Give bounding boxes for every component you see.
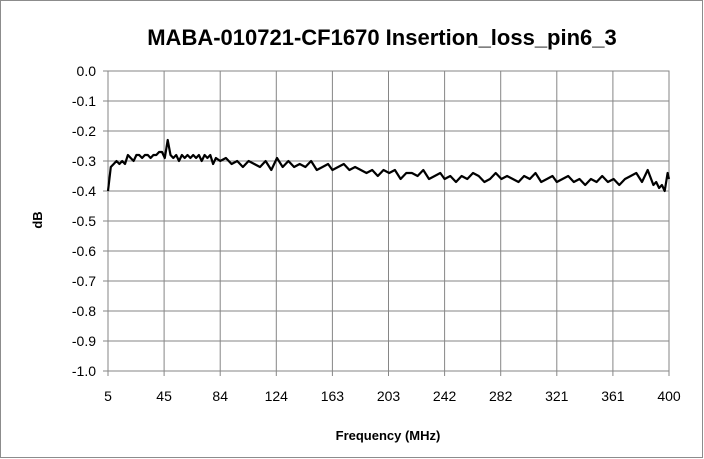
y-tick-label: -0.9 [72, 333, 96, 349]
x-tick-label: 84 [212, 388, 228, 404]
y-tick-label: -0.8 [72, 303, 96, 319]
x-tick-label: 124 [265, 388, 289, 404]
y-tick-label: 0.0 [77, 63, 97, 79]
x-tick-label: 282 [489, 388, 513, 404]
x-tick-label: 321 [545, 388, 569, 404]
x-tick-label: 400 [657, 388, 681, 404]
y-tick-label: -0.2 [72, 123, 96, 139]
x-tick-label: 242 [433, 388, 457, 404]
y-tick-label: -0.4 [72, 183, 96, 199]
x-tick-label: 45 [156, 388, 172, 404]
x-tick-label: 361 [601, 388, 625, 404]
y-axis-ticks: 0.0 -0.1 -0.2 -0.3 -0.4 -0.5 -0.6 -0.7 -0.8 -0.9 -… [72, 63, 96, 379]
x-tick-label: 203 [377, 388, 401, 404]
series-layer [106, 138, 671, 193]
y-axis-title: dB [30, 211, 45, 228]
y-tick-label: -0.7 [72, 273, 96, 289]
x-axis-title: Frequency (MHz) [336, 428, 441, 443]
gridlines [103, 70, 670, 376]
x-axis-ticks: 5 45 84 124 163 203 242 282 321 361 400 [104, 388, 681, 404]
plot-area-border [107, 70, 670, 372]
series-line [106, 138, 671, 193]
y-tick-label: -0.1 [72, 93, 96, 109]
chart-title: MABA-010721-CF1670 Insertion_loss_pin6_3 [147, 25, 617, 50]
y-tick-label: -0.3 [72, 153, 96, 169]
y-tick-label: -1.0 [72, 363, 96, 379]
y-tick-label: -0.5 [72, 213, 96, 229]
x-tick-label: 5 [104, 388, 112, 404]
x-tick-label: 163 [321, 388, 345, 404]
y-tick-label: -0.6 [72, 243, 96, 259]
